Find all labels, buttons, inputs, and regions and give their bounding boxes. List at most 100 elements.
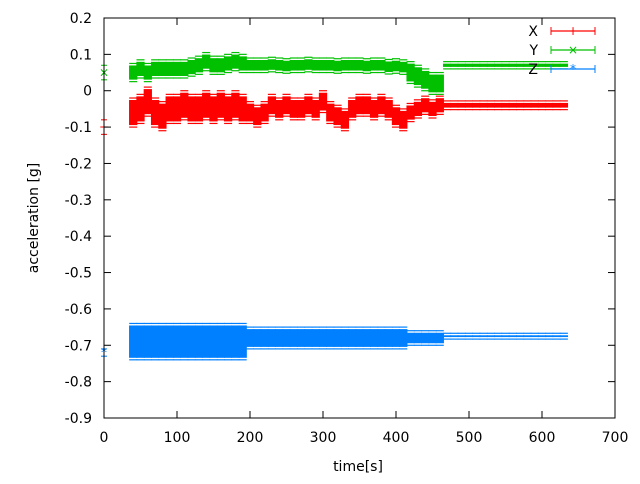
data-point [486,335,496,338]
data-point [545,335,554,338]
y-tick-label: -0.5 [65,266,92,282]
data-point [384,100,393,118]
data-point [180,92,189,118]
data-point [428,101,437,116]
data-point [194,58,204,73]
data-point [136,61,145,76]
data-point [333,107,342,126]
data-point [457,102,466,108]
data-point [260,60,269,71]
data-point [282,60,291,72]
data-point [129,100,138,126]
data-point [464,102,474,108]
data-point [311,329,320,347]
data-point [559,102,569,108]
data-point [304,329,313,347]
data-point [464,335,474,338]
y-axis-label: acceleration [g] [26,163,42,274]
data-point [318,329,328,347]
data-point [450,63,459,67]
data-point [267,59,277,70]
x-tick-label: 200 [237,430,264,446]
data-point [150,61,160,76]
data-point [333,60,342,72]
data-point [442,102,452,108]
data-point [245,329,255,347]
data-point [296,329,306,347]
data-point [187,96,196,122]
data-point [530,335,539,338]
data-point [472,102,481,108]
data-point [457,63,466,67]
data-point [202,325,211,358]
data-point [523,102,532,108]
data-point [289,100,298,118]
y-tick-label: -0.2 [65,156,92,172]
data-point [172,325,182,358]
data-point [494,63,503,67]
data-point [187,60,196,75]
data-point [369,100,379,118]
data-point [267,96,277,115]
data-point [369,329,379,347]
data-point [435,332,444,344]
data-point [172,96,182,122]
data-point [245,60,255,71]
data-point [442,63,452,67]
data-point [333,329,342,347]
series-x: + [99,86,569,135]
data-point [348,100,357,118]
data-point [267,329,277,347]
data-point [253,60,262,71]
data-point [377,329,386,347]
data-point [479,335,488,338]
data-point [472,63,481,67]
data-point [552,102,561,108]
x-tick-label: 700 [602,430,629,446]
data-point [194,325,204,358]
data-point [515,63,525,67]
legend-entry-x: X + [528,24,596,40]
legend-marker: * [570,62,576,76]
data-point [143,65,152,80]
data-point [180,61,189,76]
data-point [399,329,408,347]
data-point [202,92,211,118]
data-point [304,59,313,70]
data-point [158,61,167,76]
data-point [362,96,371,115]
data-point [362,60,371,72]
legend-marker: × [568,43,578,57]
data-point [216,58,225,73]
data-point [537,335,547,338]
data-point [216,325,225,358]
data-point [406,105,415,120]
data-point [530,102,539,108]
data-point [326,103,335,122]
data-point [362,329,371,347]
data-point [428,74,437,93]
data-point [238,96,247,122]
data-point [421,70,430,89]
legend-label: Y [528,43,538,59]
data-point [348,329,357,347]
data-point [501,335,510,338]
data-point [355,96,364,115]
data-point [515,335,525,338]
data-point [223,56,233,71]
x-tick-label: 300 [310,430,337,446]
data-point [311,60,320,71]
data-point [413,332,423,344]
data-point [296,100,306,118]
data-point [494,102,503,108]
y-tick-label: 0.2 [70,11,92,27]
data-point [165,96,174,122]
data-point [421,98,430,113]
data-point [275,329,284,347]
data-point [515,102,525,108]
data-point [326,60,335,71]
data-point [406,332,415,344]
data-point [150,325,160,358]
data-point [129,325,138,358]
